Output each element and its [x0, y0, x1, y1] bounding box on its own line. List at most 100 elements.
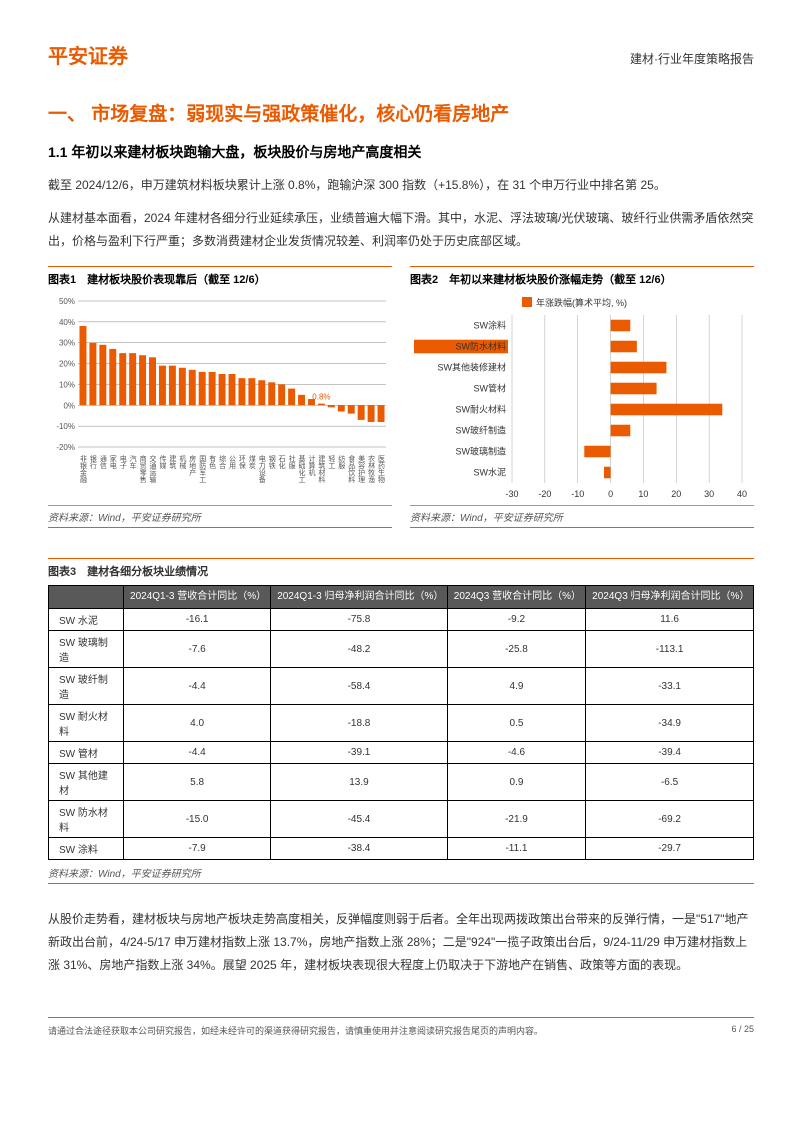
- table-cell: -4.6: [447, 742, 585, 764]
- svg-text:电子: 电子: [119, 455, 127, 470]
- paragraph-1: 截至 2024/12/6，申万建筑材料板块累计上涨 0.8%，跑输沪深 300 …: [48, 174, 754, 197]
- table-cell: SW 玻璃制造: [49, 631, 124, 668]
- table-cell: SW 水泥: [49, 609, 124, 631]
- table-cell: -11.1: [447, 838, 585, 860]
- table-cell: -69.2: [586, 801, 754, 838]
- svg-text:交通运输: 交通运输: [149, 455, 157, 485]
- svg-text:-10%: -10%: [56, 423, 75, 432]
- table-cell: 0.9: [447, 764, 585, 801]
- table-row: SW 涂料-7.9-38.4-11.1-29.7: [49, 838, 754, 860]
- svg-text:10: 10: [638, 489, 648, 499]
- chart-1: 图表1 建材板块股价表现靠后（截至 12/6） -20%-10%0%10%20%…: [48, 266, 392, 528]
- doc-subtitle: 建材·行业年度策略报告: [630, 50, 754, 67]
- chart-1-title: 图表1 建材板块股价表现靠后（截至 12/6）: [48, 271, 392, 287]
- table-cell: -34.9: [586, 705, 754, 742]
- footer-disclaimer: 请通过合法途径获取本公司研究报告，如经未经许可的渠道获得研究报告，请慎重使用并注…: [48, 1024, 543, 1037]
- chart-2: 图表2 年初以来建材板块股价涨幅走势（截至 12/6） 年涨跌幅(算术平均, %…: [410, 266, 754, 528]
- svg-text:0.8%: 0.8%: [312, 393, 330, 402]
- svg-text:社服: 社服: [288, 455, 296, 471]
- table-cell: -4.4: [124, 668, 271, 705]
- table-cell: 4.0: [124, 705, 271, 742]
- table-cell: SW 其他建材: [49, 764, 124, 801]
- svg-text:SW其他装修建材: SW其他装修建材: [438, 362, 507, 373]
- table-cell: SW 玻纤制造: [49, 668, 124, 705]
- table-cell: 13.9: [271, 764, 448, 801]
- svg-text:电力设备: 电力设备: [258, 455, 266, 485]
- table-cell: -39.4: [586, 742, 754, 764]
- svg-text:纺服: 纺服: [338, 455, 346, 471]
- table-header-cell: 2024Q1-3 归母净利润合计同比（%）: [271, 586, 448, 609]
- table-cell: -18.8: [271, 705, 448, 742]
- svg-text:有色: 有色: [209, 455, 217, 470]
- table-cell: 5.8: [124, 764, 271, 801]
- svg-text:40: 40: [737, 489, 747, 499]
- svg-text:石化: 石化: [278, 455, 286, 470]
- table-cell: -38.4: [271, 838, 448, 860]
- svg-text:SW耐火材料: SW耐火材料: [456, 404, 507, 415]
- svg-text:机械: 机械: [179, 455, 187, 471]
- table-cell: -75.8: [271, 609, 448, 631]
- svg-text:SW水泥: SW水泥: [474, 467, 507, 478]
- table-cell: -9.2: [447, 609, 585, 631]
- section-title: 一、 市场复盘：弱现实与强政策催化，核心仍看房地产: [48, 99, 754, 126]
- chart-2-area: 年涨跌幅(算术平均, %)-30-20-10010203040SW涂料SW防水材…: [410, 293, 754, 503]
- table-cell: SW 耐火材料: [49, 705, 124, 742]
- svg-text:综合: 综合: [219, 455, 227, 471]
- svg-text:钢铁: 钢铁: [268, 455, 276, 471]
- svg-text:通信: 通信: [99, 455, 107, 471]
- table-3-title: 图表3 建材各细分板块业绩情况: [48, 563, 754, 579]
- table-cell: 11.6: [586, 609, 754, 631]
- svg-text:非银金融: 非银金融: [79, 455, 87, 485]
- table-cell: -15.0: [124, 801, 271, 838]
- table-3: 2024Q1-3 营收合计同比（%）2024Q1-3 归母净利润合计同比（%）2…: [48, 585, 754, 860]
- svg-text:建筑: 建筑: [169, 455, 177, 471]
- table-cell: 0.5: [447, 705, 585, 742]
- table-cell: SW 涂料: [49, 838, 124, 860]
- svg-text:SW防水材料: SW防水材料: [456, 341, 507, 352]
- table-cell: -4.4: [124, 742, 271, 764]
- svg-text:银行: 银行: [89, 455, 97, 471]
- table-cell: -16.1: [124, 609, 271, 631]
- svg-text:0%: 0%: [63, 402, 75, 411]
- table-cell: -7.6: [124, 631, 271, 668]
- table-row: SW 管材-4.4-39.1-4.6-39.4: [49, 742, 754, 764]
- svg-text:计算机: 计算机: [308, 455, 316, 478]
- table-row: SW 玻纤制造-4.4-58.44.9-33.1: [49, 668, 754, 705]
- chart-1-area: -20%-10%0%10%20%30%40%50%非银金融银行通信家电电子汽车商…: [48, 293, 392, 503]
- svg-text:美容护理: 美容护理: [358, 455, 366, 484]
- svg-text:环保: 环保: [238, 455, 246, 470]
- table-header-cell: 2024Q3 营收合计同比（%）: [447, 586, 585, 609]
- table-cell: -29.7: [586, 838, 754, 860]
- svg-text:传媒: 传媒: [159, 455, 167, 471]
- table-cell: -113.1: [586, 631, 754, 668]
- svg-text:10%: 10%: [59, 381, 75, 390]
- svg-text:50%: 50%: [59, 297, 75, 306]
- paragraph-2: 从建材基本面看，2024 年建材各细分行业延续承压，业绩普遍大幅下滑。其中，水泥…: [48, 207, 754, 253]
- svg-text:国防军工: 国防军工: [199, 455, 207, 483]
- svg-text:煤炭: 煤炭: [248, 455, 256, 471]
- table-3-section: 图表3 建材各细分板块业绩情况 2024Q1-3 营收合计同比（%）2024Q1…: [48, 558, 754, 884]
- svg-text:建筑材料: 建筑材料: [318, 455, 326, 485]
- table-cell: -21.9: [447, 801, 585, 838]
- page-header: 平安证券 建材·行业年度策略报告: [48, 40, 754, 69]
- table-cell: 4.9: [447, 668, 585, 705]
- svg-text:30%: 30%: [59, 339, 75, 348]
- table-row: SW 水泥-16.1-75.8-9.211.6: [49, 609, 754, 631]
- table-cell: -45.4: [271, 801, 448, 838]
- svg-text:基础化工: 基础化工: [298, 455, 306, 484]
- table-row: SW 防水材料-15.0-45.4-21.9-69.2: [49, 801, 754, 838]
- svg-text:SW涂料: SW涂料: [474, 320, 507, 331]
- paragraph-3: 从股价走势看，建材板块与房地产板块走势高度相关，反弹幅度则弱于后者。全年出现两拨…: [48, 908, 754, 976]
- svg-text:20: 20: [671, 489, 681, 499]
- svg-text:年涨跌幅(算术平均, %): 年涨跌幅(算术平均, %): [536, 297, 627, 308]
- svg-text:农林牧渔: 农林牧渔: [368, 455, 376, 485]
- table-cell: -25.8: [447, 631, 585, 668]
- svg-text:20%: 20%: [59, 360, 75, 369]
- svg-text:房地产: 房地产: [189, 455, 197, 478]
- svg-text:-30: -30: [505, 489, 518, 499]
- page-footer: 请通过合法途径获取本公司研究报告，如经未经许可的渠道获得研究报告，请慎重使用并注…: [48, 1017, 754, 1037]
- table-cell: -33.1: [586, 668, 754, 705]
- table-3-source: 资料来源：Wind，平安证券研究所: [48, 862, 754, 884]
- svg-text:轻工: 轻工: [328, 455, 336, 470]
- svg-text:30: 30: [704, 489, 714, 499]
